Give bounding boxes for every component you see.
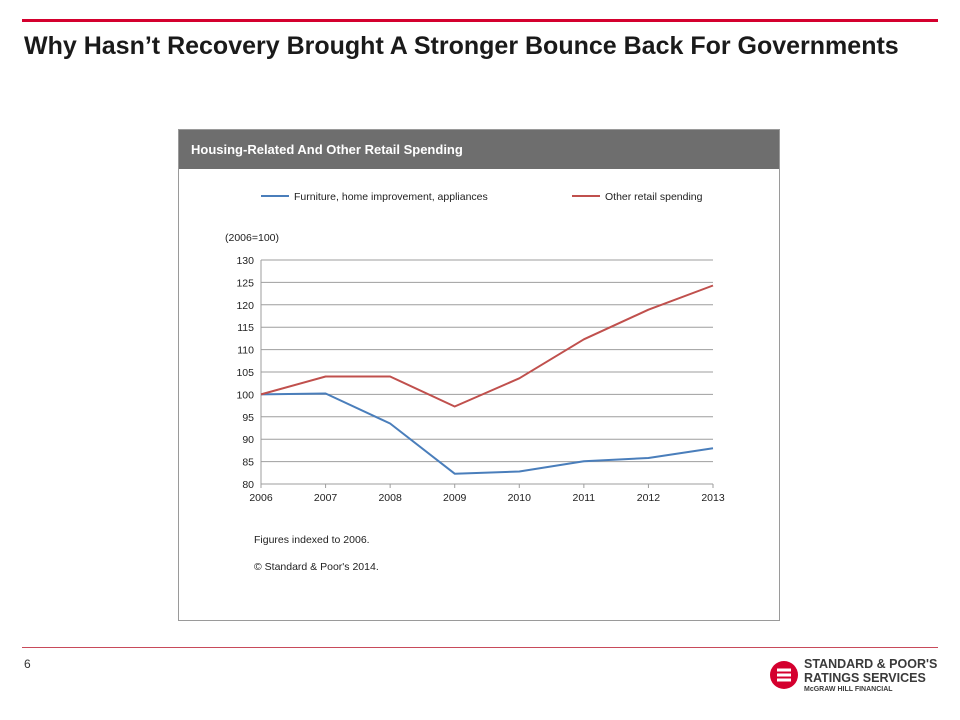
y-tick-label: 125	[236, 277, 254, 289]
page-number: 6	[24, 657, 31, 671]
y-axis-label: (2006=100)	[225, 232, 279, 244]
legend-label: Other retail spending	[605, 191, 703, 203]
logo-line1: STANDARD & POOR'S	[804, 657, 938, 671]
series-line	[260, 392, 714, 475]
x-tick-label: 2011	[573, 492, 596, 504]
y-tick-label: 85	[242, 457, 254, 469]
chart-title: Housing-Related And Other Retail Spendin…	[179, 130, 779, 169]
bottom-rule	[22, 647, 938, 648]
x-tick-label: 2008	[378, 492, 402, 504]
y-tick-label: 80	[242, 479, 254, 491]
x-tick-label: 2013	[701, 492, 725, 504]
y-tick-label: 95	[242, 412, 254, 424]
y-tick-label: 130	[236, 255, 254, 267]
chart-note: Figures indexed to 2006.	[254, 534, 370, 546]
logo-line2: RATINGS SERVICES	[804, 671, 926, 685]
logo-line3: McGRAW HILL FINANCIAL	[804, 686, 893, 693]
slide-title: Why Hasn’t Recovery Brought A Stronger B…	[24, 32, 899, 60]
logo-mark-icon	[770, 661, 798, 689]
chart-note: © Standard & Poor's 2014.	[254, 561, 379, 573]
x-tick-label: 2010	[508, 492, 532, 504]
x-tick-label: 2006	[249, 492, 273, 504]
y-tick-label: 115	[237, 322, 254, 334]
legend-label: Furniture, home improvement, appliances	[294, 191, 488, 203]
y-tick-label: 120	[236, 300, 254, 312]
y-tick-label: 90	[242, 434, 254, 446]
y-tick-label: 105	[236, 367, 254, 379]
series-line	[260, 284, 714, 408]
x-tick-label: 2012	[637, 492, 661, 504]
y-tick-label: 100	[236, 389, 254, 401]
x-tick-label: 2007	[314, 492, 338, 504]
y-tick-label: 110	[237, 345, 254, 357]
chart-svg: Furniture, home improvement, appliances O…	[225, 191, 725, 573]
sp-logo: STANDARD & POOR'S RATINGS SERVICES McGRA…	[768, 655, 948, 697]
top-rule	[22, 19, 938, 22]
x-tick-label: 2009	[443, 492, 467, 504]
chart-figure: Housing-Related And Other Retail Spendin…	[178, 129, 780, 621]
